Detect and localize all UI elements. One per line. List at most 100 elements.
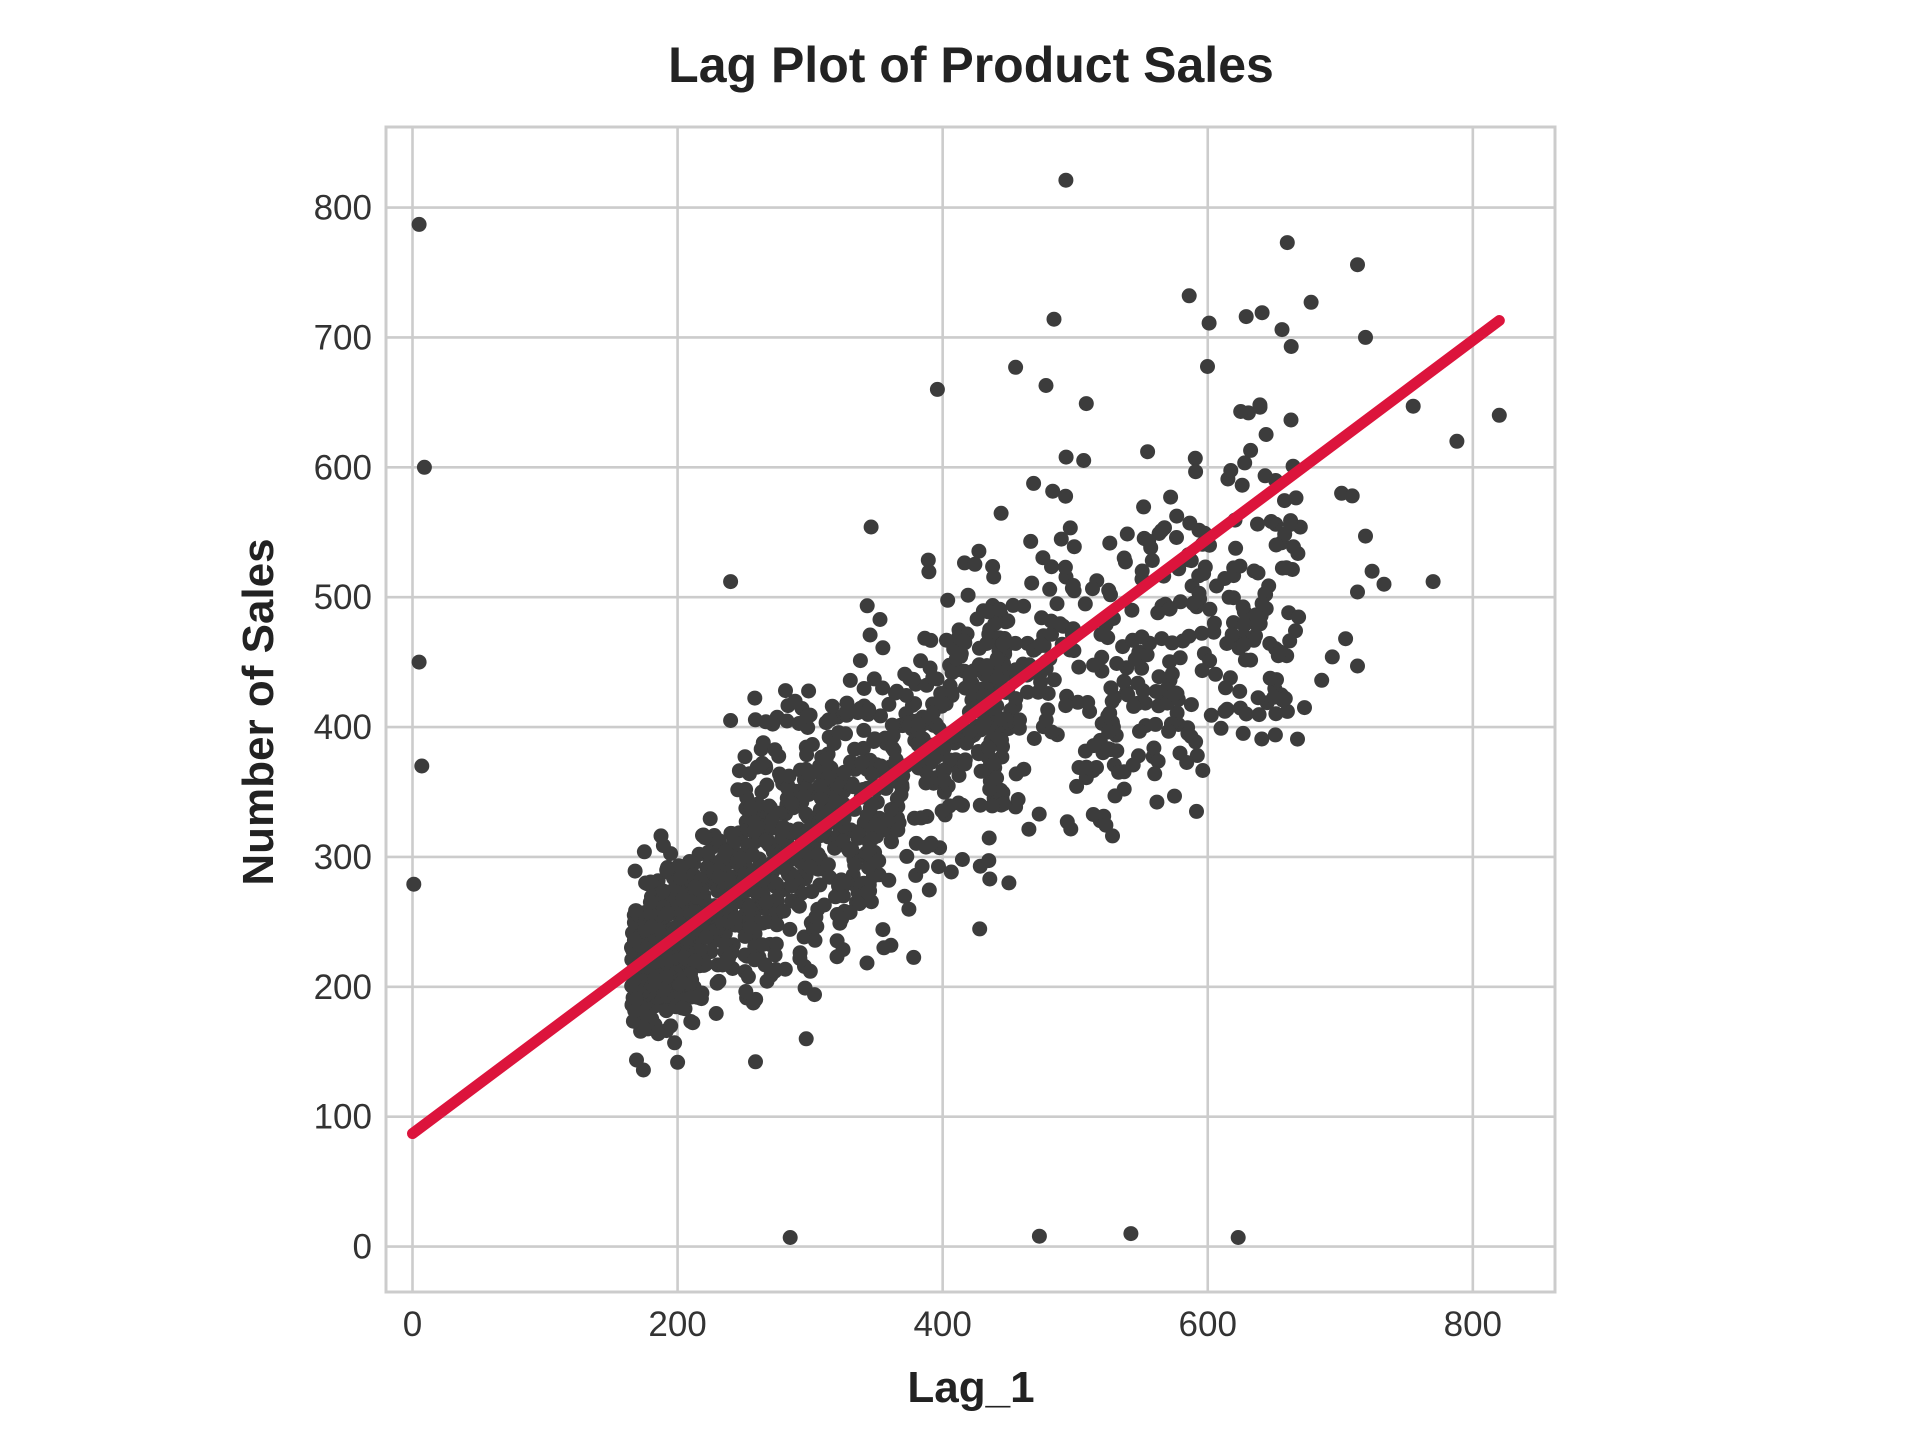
scatter-point bbox=[1217, 703, 1233, 719]
x-axis-label: Lag_1 bbox=[907, 1363, 1034, 1412]
scatter-point bbox=[1046, 311, 1062, 327]
scatter-point bbox=[1251, 707, 1267, 723]
scatter-point bbox=[1254, 305, 1270, 321]
scatter-point bbox=[847, 741, 863, 757]
scatter-point bbox=[754, 755, 770, 771]
scatter-point bbox=[824, 698, 840, 714]
scatter-point bbox=[759, 973, 775, 989]
scatter-point bbox=[644, 919, 660, 935]
scatter-point bbox=[888, 685, 903, 701]
scatter-point bbox=[1235, 599, 1251, 615]
tick-labels: 0 200 400 600 800 0 100 200 300 400 500 600 700 800 bbox=[314, 189, 1502, 1344]
scatter-point bbox=[748, 1054, 763, 1070]
scatter-point bbox=[1218, 680, 1233, 696]
scatter-point bbox=[864, 796, 880, 812]
scatter-point bbox=[779, 713, 795, 729]
scatter-point bbox=[1044, 626, 1059, 642]
scatter-point bbox=[897, 666, 913, 682]
scatter-point bbox=[758, 894, 774, 910]
scatter-point bbox=[940, 592, 956, 608]
scatter-point bbox=[972, 797, 988, 813]
scatter-point bbox=[798, 1031, 814, 1047]
scatter-point bbox=[723, 574, 739, 590]
scatter-point bbox=[1358, 329, 1373, 345]
y-tick-label: 100 bbox=[314, 1098, 372, 1137]
scatter-point bbox=[971, 640, 987, 656]
scatter-point bbox=[1100, 741, 1116, 757]
scatter-point bbox=[1233, 404, 1249, 419]
scatter-point bbox=[674, 1000, 690, 1016]
scatter-point bbox=[1107, 788, 1123, 804]
scatter-point bbox=[1238, 309, 1254, 325]
scatter-point bbox=[761, 798, 777, 814]
scatter-point bbox=[834, 911, 850, 927]
scatter-point bbox=[1034, 610, 1050, 626]
scatter-point bbox=[813, 790, 829, 806]
scatter-point bbox=[769, 917, 785, 933]
scatter-point bbox=[1062, 520, 1078, 536]
scatter-point bbox=[1263, 514, 1279, 529]
scatter-point bbox=[984, 798, 1000, 814]
scatter-point bbox=[1078, 396, 1094, 412]
scatter-point bbox=[1086, 657, 1102, 673]
scatter-point bbox=[910, 716, 926, 732]
scatter-point bbox=[1202, 601, 1218, 617]
scatter-point bbox=[982, 781, 998, 797]
scatter-point bbox=[1194, 625, 1210, 641]
scatter-point bbox=[1272, 644, 1288, 660]
scatter-point bbox=[1267, 727, 1283, 743]
scatter-point bbox=[673, 870, 688, 886]
scatter-point bbox=[758, 714, 774, 730]
scatter-point bbox=[1237, 455, 1253, 471]
scatter-point bbox=[875, 640, 891, 656]
scatter-point bbox=[1109, 656, 1125, 671]
scatter-point bbox=[1169, 705, 1185, 721]
scatter-point bbox=[1102, 535, 1118, 551]
scatter-point bbox=[709, 975, 725, 991]
scatter-point bbox=[1449, 433, 1465, 449]
x-tick-label: 800 bbox=[1444, 1305, 1502, 1344]
regression-line-layer bbox=[407, 315, 1505, 1140]
scatter-point bbox=[1150, 605, 1166, 621]
scatter-point bbox=[1234, 477, 1250, 493]
scatter-point bbox=[829, 949, 845, 965]
scatter-point bbox=[1258, 427, 1274, 442]
scatter-point bbox=[636, 844, 652, 860]
scatter-point bbox=[1058, 449, 1074, 465]
scatter-point bbox=[856, 681, 872, 696]
scatter-point bbox=[1290, 731, 1305, 747]
scatter-point bbox=[987, 616, 1003, 632]
scatter-point bbox=[1201, 315, 1217, 331]
scatter-point bbox=[733, 851, 749, 867]
scatter-point bbox=[1358, 528, 1373, 544]
scatter-point bbox=[1188, 464, 1204, 480]
scatter-point bbox=[1350, 257, 1365, 273]
scatter-point bbox=[1252, 397, 1268, 413]
scatter-point bbox=[1254, 731, 1270, 747]
scatter-point bbox=[1147, 766, 1163, 782]
scatter-point bbox=[971, 543, 987, 559]
scatter-point bbox=[1046, 672, 1062, 688]
y-tick-label: 700 bbox=[314, 318, 372, 357]
scatter-point bbox=[730, 782, 746, 798]
scatter-point bbox=[993, 505, 1009, 521]
scatter-point bbox=[718, 843, 733, 859]
scatter-point bbox=[1182, 515, 1198, 531]
scatter-point bbox=[1136, 499, 1152, 515]
scatter-point bbox=[944, 665, 960, 681]
scatter-point bbox=[806, 921, 821, 937]
plot-frame bbox=[384, 125, 1557, 1294]
scatter-point bbox=[1254, 596, 1270, 612]
scatter-point bbox=[745, 995, 761, 1011]
scatter-point bbox=[1250, 565, 1266, 581]
scatter-point bbox=[1031, 806, 1047, 822]
scatter-point bbox=[1237, 652, 1253, 668]
scatter-point bbox=[724, 826, 739, 841]
scatter-point bbox=[934, 695, 950, 711]
scatter-point bbox=[1297, 700, 1312, 716]
scatter-point bbox=[1066, 539, 1082, 555]
scatter-point bbox=[1144, 553, 1160, 568]
scatter-point bbox=[675, 891, 691, 907]
scatter-point bbox=[1283, 412, 1299, 428]
